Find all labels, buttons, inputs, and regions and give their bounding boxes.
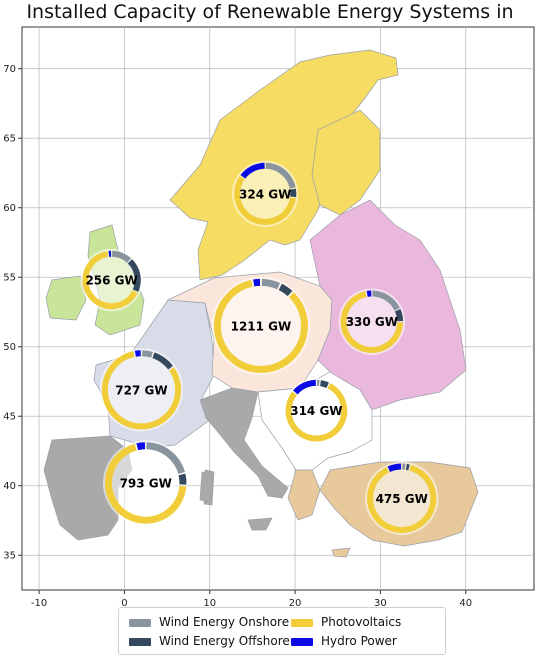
region-cyprus — [331, 547, 351, 558]
donut-total-label: 475 GW — [376, 492, 428, 506]
donut-halo — [99, 348, 184, 432]
y-tick-label: 55 — [3, 273, 16, 284]
donut-halo — [283, 377, 350, 444]
donut-324-gw: 324 GW — [232, 160, 299, 227]
donut-halo — [102, 440, 189, 526]
legend: Wind Energy Onshore Photovoltaics Wind E… — [118, 607, 446, 655]
donut-segment-offshore — [405, 463, 410, 471]
donut-segment-hydro — [253, 278, 261, 287]
y-tick-label: 40 — [3, 481, 16, 492]
donut-halo — [80, 248, 143, 312]
donut-256-gw: 256 GW — [80, 248, 143, 312]
capacity-donuts: 256 GW 324 GW 1211 GW 330 GW 727 GW 314 GW 793… — [80, 160, 439, 535]
legend-item-wind-offshore: Wind Energy Offshore — [129, 633, 290, 649]
donut-segment-offshore — [394, 308, 404, 322]
legend-label: Photovoltaics — [321, 615, 402, 629]
y-tick-label: 60 — [3, 203, 16, 214]
region-sardinia — [199, 471, 213, 503]
donut-segment-hydro — [366, 290, 372, 297]
x-tick-label: 0 — [121, 598, 127, 609]
donut-total-label: 324 GW — [239, 187, 291, 201]
x-tick-label: 10 — [203, 598, 216, 609]
legend-label: Wind Energy Onshore — [159, 615, 290, 629]
donut-total-label: 727 GW — [115, 383, 167, 397]
donut-segment-offshore — [152, 352, 174, 370]
donut-475-gw: 475 GW — [365, 461, 439, 535]
donut-segment-hydro — [136, 442, 146, 451]
donut-halo — [232, 160, 299, 227]
donut-halo — [211, 276, 310, 375]
legend-item-hydro: Hydro Power — [291, 633, 397, 649]
y-tick-label: 65 — [3, 134, 16, 145]
region-sicily — [247, 517, 273, 531]
y-tick-label: 35 — [3, 551, 16, 562]
donut-segment-onshore — [112, 250, 132, 263]
donut-total-label: 314 GW — [290, 404, 342, 418]
donut-halo — [338, 288, 406, 355]
y-tick-label: 50 — [3, 342, 16, 353]
donut-segment-offshore — [320, 380, 329, 388]
donut-segment-offshore — [289, 188, 297, 198]
legend-label: Wind Energy Offshore — [159, 634, 290, 648]
legend-swatch-photovoltaics — [291, 618, 313, 627]
donut-segment-hydro — [108, 250, 112, 257]
region-ireland — [45, 275, 87, 321]
x-tick-label: 30 — [374, 598, 387, 609]
x-tick-label: -10 — [31, 598, 47, 609]
donut-segment-onshore — [142, 350, 153, 358]
donut-total-label: 330 GW — [346, 315, 398, 329]
landmasses — [43, 49, 479, 558]
donut-segment-onshore — [265, 162, 296, 189]
donut-segment-hydro — [387, 463, 402, 473]
donut-727-gw: 727 GW — [99, 348, 184, 432]
donut-segment-offshore — [127, 259, 141, 292]
y-tick-label: 70 — [3, 64, 16, 75]
x-tick-label: 20 — [289, 598, 302, 609]
x-tick-label: 40 — [459, 598, 472, 609]
donut-segment-pv — [234, 176, 296, 225]
donut-segment-offshore — [178, 473, 187, 485]
y-tick-label: 45 — [3, 412, 16, 423]
donut-segment-onshore — [316, 379, 320, 386]
donut-segment-onshore — [146, 442, 185, 474]
donut-total-label: 256 GW — [85, 274, 137, 288]
donut-total-label: 1211 GW — [231, 319, 292, 333]
donut-segment-onshore — [402, 463, 406, 470]
donut-segment-onshore — [261, 278, 281, 290]
legend-item-photovoltaics: Photovoltaics — [291, 614, 401, 630]
donut-314-gw: 314 GW — [283, 377, 350, 444]
region-finland — [311, 109, 381, 216]
legend-item-wind-onshore: Wind Energy Onshore — [129, 614, 289, 630]
donut-1211-gw: 1211 GW — [211, 276, 310, 375]
donut-segment-hydro — [293, 379, 316, 395]
region-italy — [199, 387, 289, 499]
donut-halo — [365, 461, 439, 535]
donut-segment-hydro — [134, 350, 141, 357]
donut-segment-hydro — [240, 162, 265, 179]
donut-793-gw: 793 GW — [102, 440, 189, 526]
donut-total-label: 793 GW — [120, 476, 172, 490]
axes: -10 0 10 20 30 40 35 40 45 50 55 60 65 70 — [3, 64, 472, 609]
donut-segment-onshore — [372, 290, 400, 311]
legend-swatch-hydro — [291, 637, 313, 646]
legend-swatch-wind-onshore — [129, 618, 151, 627]
legend-label: Hydro Power — [321, 634, 397, 648]
donut-330-gw: 330 GW — [338, 288, 406, 355]
region-greece — [287, 469, 321, 521]
donut-segment-offshore — [278, 283, 293, 297]
legend-swatch-wind-offshore — [129, 637, 151, 646]
